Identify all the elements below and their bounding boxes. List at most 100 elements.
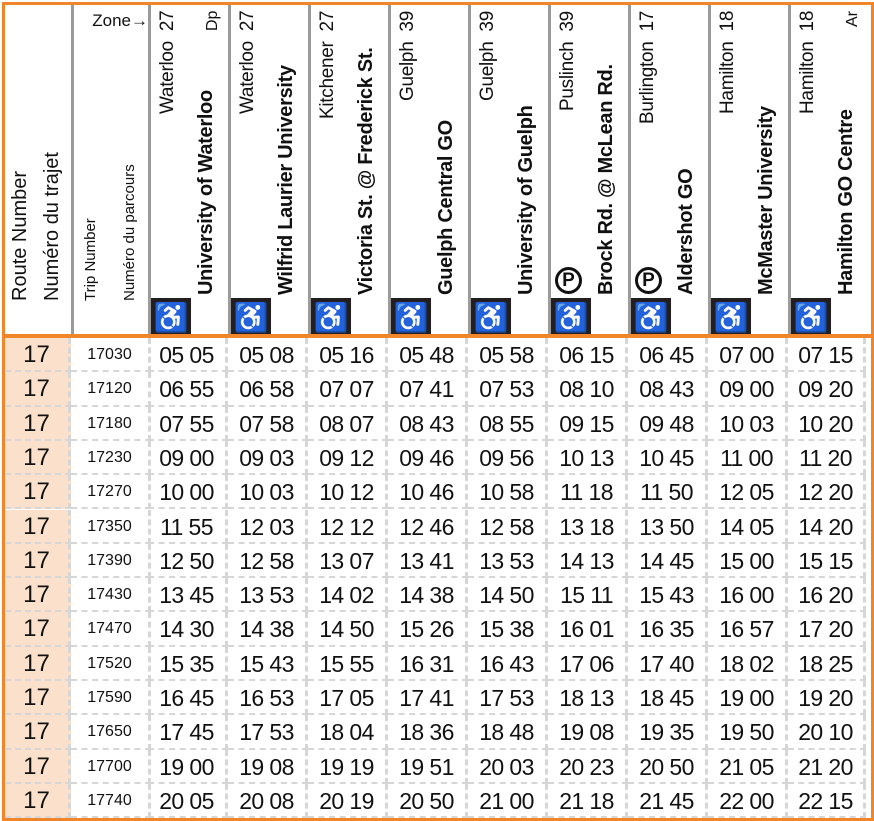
departure-time-cell: 09 46 [388, 440, 468, 476]
trip-number-label-fr: Numéro du parcours [121, 164, 138, 301]
departure-time-cell: 09 20 [788, 372, 866, 407]
departure-time-cell: 10 45 [628, 440, 708, 476]
departure-time-cell: 19 19 [308, 749, 388, 784]
departure-time-cell: 19 08 [228, 749, 308, 784]
departure-time-cell: 19 51 [388, 749, 468, 784]
table-row: 17 17740 20 05 20 08 20 19 20 50 21 00 21 18 21 … [5, 783, 871, 819]
table-row: 17 17180 07 55 07 58 08 07 08 43 08 55 09 15 09 … [5, 406, 871, 441]
departure-time-cell: 17 05 [308, 681, 388, 716]
departure-time-cell: 18 04 [308, 715, 388, 750]
departure-time-cell: 16 01 [548, 612, 628, 647]
departure-time-cell: 15 15 [788, 543, 866, 579]
departure-time-cell: 07 55 [148, 406, 228, 441]
table-row: 17 17520 15 35 15 43 15 55 16 31 16 43 17 06 17 … [5, 646, 871, 681]
departure-time-cell: 14 05 [708, 509, 788, 544]
stop-name: Aldershot GO [675, 168, 697, 295]
route-number-cell: 17 [5, 406, 71, 441]
departure-time-cell: 12 58 [468, 509, 548, 544]
departure-time-cell: 22 15 [788, 783, 866, 819]
departure-time-cell: 18 02 [708, 646, 788, 681]
route-number-header: Route Number Numéro du trajet [5, 5, 68, 334]
stop-zone: 18 [717, 11, 738, 32]
departure-time-cell: 17 06 [548, 646, 628, 681]
departure-time-cell: 11 50 [628, 475, 708, 510]
stop-city-zone: Waterloo 27 [157, 11, 181, 141]
stop-header: Waterloo 27 Wilfrid Laurier University ♿ [231, 5, 308, 334]
departure-time-cell: 09 48 [628, 406, 708, 441]
table-row: 17 17120 06 55 06 58 07 07 07 41 07 53 08 10 08 … [5, 372, 871, 407]
route-number-cell: 17 [5, 578, 71, 613]
stop-city: Waterloo [237, 41, 258, 115]
departure-time-cell: 14 50 [468, 578, 548, 613]
column-divider [628, 5, 631, 334]
departure-time-cell: 21 18 [548, 783, 628, 819]
departure-time-cell: 12 12 [308, 509, 388, 544]
departure-time-cell: 09 56 [468, 440, 548, 476]
departure-time-cell: 16 31 [388, 646, 468, 681]
departure-time-cell: 07 00 [708, 338, 788, 373]
departure-time-cell: 13 45 [148, 578, 228, 613]
wheelchair-icon: ♿ [711, 298, 751, 334]
departure-time-cell: 16 20 [788, 578, 866, 613]
trip-number-header: Zone→ Trip Number Numéro du parcours [74, 5, 152, 334]
departure-time-cell: 17 40 [628, 646, 708, 681]
departure-time-cell: 16 53 [228, 681, 308, 716]
departure-time-cell: 06 58 [228, 372, 308, 407]
table-row: 17 17470 14 30 14 38 14 50 15 26 15 38 16 01 16 … [5, 612, 871, 647]
table-row: 17 17030 05 05 05 08 05 16 05 48 05 58 06 15 06 … [5, 338, 871, 373]
departure-time-cell: 08 43 [628, 372, 708, 407]
departure-time-cell: 15 26 [388, 612, 468, 647]
departure-time-cell: 20 10 [788, 715, 866, 750]
stop-city-zone: Guelph 39 [477, 11, 501, 141]
route-number-cell: 17 [5, 372, 71, 407]
stop-header: Guelph 39 University of Guelph ♿ [471, 5, 548, 334]
wheelchair-icon: ♿ [311, 298, 351, 334]
direction-tag: Dp [204, 11, 221, 32]
departure-time-cell: 06 45 [628, 338, 708, 373]
departure-time-cell: 06 15 [548, 338, 628, 373]
departure-time-cell: 18 36 [388, 715, 468, 750]
departure-time-cell: 05 48 [388, 338, 468, 373]
stop-zone: 39 [397, 11, 418, 32]
stop-city-zone: Puslinch 39 [557, 11, 581, 141]
departure-time-cell: 18 13 [548, 681, 628, 716]
trip-number-cell: 17700 [71, 749, 151, 784]
stop-name: Guelph Central GO [435, 120, 457, 295]
departure-time-cell: 17 53 [228, 715, 308, 750]
stop-city-zone: Kitchener 27 [317, 11, 341, 141]
departure-time-cell: 05 05 [148, 338, 228, 373]
trip-number-label-en: Trip Number [82, 218, 99, 301]
column-divider [388, 5, 391, 334]
departure-time-cell: 15 55 [308, 646, 388, 681]
column-divider [71, 5, 74, 334]
departure-time-cell: 17 41 [388, 681, 468, 716]
departure-time-cell: 14 50 [308, 612, 388, 647]
zone-label: Zone→ [92, 11, 148, 30]
departure-time-cell: 07 53 [468, 372, 548, 407]
departure-time-cell: 07 15 [788, 338, 866, 373]
departure-time-cell: 20 23 [548, 749, 628, 784]
stop-zone: 39 [557, 11, 578, 32]
departure-time-cell: 12 50 [148, 543, 228, 579]
departure-time-cell: 18 25 [788, 646, 866, 681]
stop-zone: 27 [317, 11, 338, 32]
departure-time-cell: 09 03 [228, 440, 308, 476]
departure-time-cell: 21 45 [628, 783, 708, 819]
wheelchair-icon: ♿ [231, 298, 271, 334]
departure-time-cell: 10 13 [548, 440, 628, 476]
route-number-cell: 17 [5, 338, 71, 373]
stop-header: Hamilton 18 Hamilton GO Centre Ar ♿ [791, 5, 868, 334]
timetable-body: 17 17030 05 05 05 08 05 16 05 48 05 58 06 15 06 … [5, 338, 871, 819]
stop-header: Hamilton 18 McMaster University ♿ [711, 5, 788, 334]
departure-time-cell: 13 18 [548, 509, 628, 544]
departure-time-cell: 06 55 [148, 372, 228, 407]
trip-number-cell: 17430 [71, 578, 151, 613]
column-divider [788, 5, 791, 334]
stop-city: Hamilton [797, 41, 818, 115]
departure-time-cell: 05 16 [308, 338, 388, 373]
departure-time-cell: 14 30 [148, 612, 228, 647]
trip-number-cell: 17030 [71, 338, 151, 373]
route-number-cell: 17 [5, 646, 71, 681]
departure-time-cell: 10 03 [228, 475, 308, 510]
